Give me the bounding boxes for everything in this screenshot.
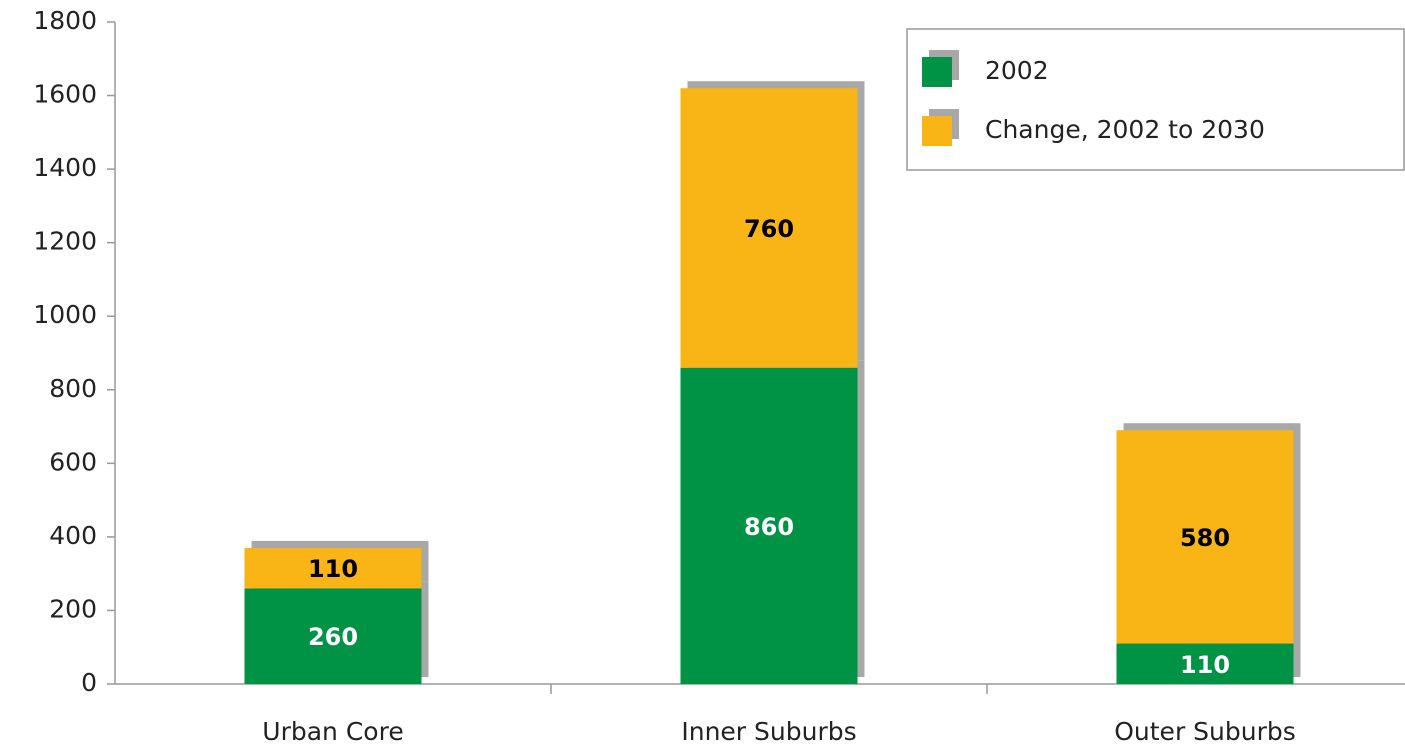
y-tick-label: 800 — [49, 374, 97, 403]
x-tick-label: Outer Suburbs — [1114, 717, 1296, 746]
data-label: 110 — [308, 555, 358, 583]
y-tick-label: 1400 — [33, 153, 97, 182]
y-tick-label: 0 — [81, 668, 97, 697]
y-tick-label: 200 — [49, 594, 97, 623]
y-tick-label: 600 — [49, 447, 97, 476]
legend-swatch — [922, 116, 952, 146]
bar — [680, 367, 858, 684]
y-tick-label: 1600 — [33, 80, 97, 109]
bar — [680, 88, 858, 368]
bar — [1116, 430, 1294, 644]
y-tick-label: 400 — [49, 521, 97, 550]
data-label: 260 — [308, 623, 358, 651]
legend-box — [906, 28, 1405, 171]
legend-label: 2002 — [985, 56, 1049, 85]
bar — [244, 588, 422, 684]
bar — [244, 547, 422, 589]
y-tick-label: 1000 — [33, 300, 97, 329]
data-label: 580 — [1180, 524, 1230, 552]
data-label: 110 — [1180, 651, 1230, 679]
bar — [1116, 643, 1294, 684]
y-tick-label: 1800 — [33, 6, 97, 35]
x-tick-label: Urban Core — [262, 717, 403, 746]
legend-label: Change, 2002 to 2030 — [985, 115, 1265, 144]
x-tick-label: Inner Suburbs — [681, 717, 856, 746]
data-label: 760 — [744, 215, 794, 243]
data-label: 860 — [744, 513, 794, 541]
legend-swatch — [922, 57, 952, 87]
y-tick-label: 1200 — [33, 227, 97, 256]
